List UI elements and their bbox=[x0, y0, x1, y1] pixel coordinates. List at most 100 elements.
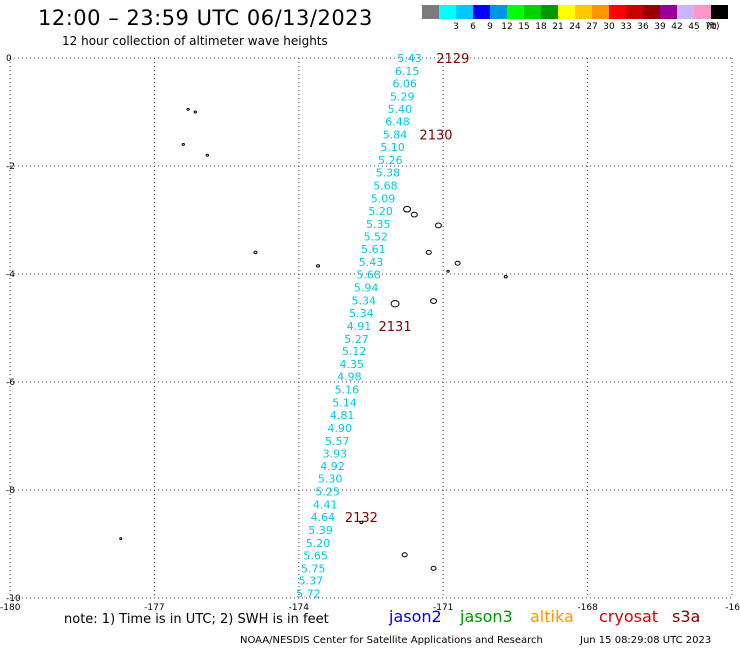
color-swatch bbox=[524, 5, 541, 19]
island-outline bbox=[403, 205, 412, 213]
swh-reading: 4.90 bbox=[327, 422, 352, 435]
swh-reading: 5.57 bbox=[325, 435, 350, 448]
page-subtitle: 12 hour collection of altimeter wave hei… bbox=[62, 34, 328, 48]
swh-reading: 5.40 bbox=[388, 103, 413, 116]
swh-reading: 5.25 bbox=[315, 486, 340, 499]
color-swatch bbox=[677, 5, 694, 19]
y-tick-label: -4 bbox=[6, 270, 15, 280]
swh-reading: 5.72 bbox=[296, 588, 321, 601]
swh-reading: 5.35 bbox=[366, 218, 391, 231]
generated-timestamp: Jun 15 08:29:08 UTC 2023 bbox=[580, 635, 712, 646]
color-scale-label: 36 bbox=[637, 22, 649, 32]
y-tick-label: -2 bbox=[6, 162, 15, 172]
color-swatch bbox=[575, 5, 592, 19]
island-outline bbox=[205, 153, 210, 157]
swh-reading: 6.48 bbox=[385, 116, 410, 129]
island-outline bbox=[401, 552, 408, 558]
island-outlines bbox=[119, 107, 508, 571]
time-label: 2131 bbox=[379, 320, 412, 335]
swh-reading: 4.64 bbox=[311, 511, 336, 524]
swh-reading: 6.15 bbox=[395, 65, 420, 78]
island-outline bbox=[410, 211, 418, 218]
island-outline bbox=[193, 110, 198, 114]
color-swatch bbox=[422, 5, 439, 19]
color-scale-label: 12 bbox=[501, 22, 513, 32]
island-outline bbox=[181, 142, 185, 146]
swh-reading: 5.34 bbox=[352, 294, 377, 307]
color-scale-label: 30 bbox=[603, 22, 615, 32]
color-scale-label: 24 bbox=[569, 22, 581, 32]
color-swatch bbox=[643, 5, 660, 19]
x-tick-label: -177 bbox=[144, 603, 164, 613]
swh-reading: 5.43 bbox=[397, 52, 422, 65]
x-tick-label: -180 bbox=[0, 603, 21, 613]
time-label: 2132 bbox=[345, 511, 378, 526]
color-scale-label: 27 bbox=[586, 22, 598, 32]
swh-reading: 4.98 bbox=[337, 371, 362, 384]
axis-tick-labels: 0 -2 -4 -6 -8 -10-180 -177 -174 -171 -168 -16 bbox=[0, 54, 740, 613]
y-tick-label: -8 bbox=[6, 486, 15, 496]
swh-reading: 4.41 bbox=[313, 499, 338, 512]
color-swatch bbox=[439, 5, 456, 19]
time-label: 2130 bbox=[419, 129, 452, 144]
y-tick-label: 0 bbox=[6, 54, 12, 64]
island-outline bbox=[316, 264, 321, 268]
y-tick-label: -10 bbox=[6, 594, 21, 604]
color-scale-label: 45 bbox=[688, 22, 700, 32]
color-scale-label: 21 bbox=[552, 22, 564, 32]
swh-reading: 5.52 bbox=[364, 231, 389, 244]
island-outline bbox=[253, 250, 258, 255]
time-label: 2129 bbox=[436, 52, 469, 67]
swh-reading: 5.26 bbox=[378, 154, 403, 167]
color-swatch bbox=[694, 5, 711, 19]
island-outline bbox=[119, 537, 123, 540]
source-credit: NOAA/NESDIS Center for Satellite Applica… bbox=[240, 635, 543, 646]
swh-reading: 5.29 bbox=[390, 90, 415, 103]
island-outline bbox=[503, 275, 508, 279]
x-tick-label: -16 bbox=[725, 603, 740, 613]
swh-reading: 5.09 bbox=[371, 192, 396, 205]
y-tick-label: -6 bbox=[6, 378, 15, 388]
color-swatch bbox=[507, 5, 524, 19]
swh-reading: 4.81 bbox=[330, 409, 355, 422]
swh-reading: 5.61 bbox=[361, 243, 386, 256]
swh-reading: 5.30 bbox=[318, 473, 343, 486]
island-outline bbox=[186, 107, 190, 111]
color-swatch bbox=[711, 5, 728, 19]
color-swatch bbox=[660, 5, 677, 19]
altimeter-track: 5.436.156.065.295.406.485.845.105.265.38… bbox=[296, 52, 422, 601]
swh-reading: 5.37 bbox=[299, 575, 324, 588]
x-tick-label: -171 bbox=[433, 603, 453, 613]
x-tick-label: -174 bbox=[289, 603, 310, 613]
x-tick-label: -168 bbox=[577, 603, 598, 613]
page-title: 12:00 – 23:59 UTC 06/13/2023 bbox=[38, 6, 373, 30]
color-scale-label: 6 bbox=[470, 22, 476, 32]
time-labels: 2129 2130 2131 2132 bbox=[345, 52, 470, 526]
color-scale-unit: (ft) bbox=[706, 22, 720, 32]
island-outline bbox=[434, 222, 442, 229]
swh-reading: 5.68 bbox=[373, 179, 398, 192]
swh-reading: 5.12 bbox=[342, 345, 367, 358]
island-outline bbox=[446, 269, 450, 273]
satellite-legend-item: jason3 bbox=[460, 607, 513, 626]
satellite-legend-item: cryosat bbox=[599, 607, 659, 626]
island-outline bbox=[425, 249, 432, 255]
color-swatch bbox=[541, 5, 558, 19]
satellite-legend-item: altika bbox=[530, 607, 574, 626]
map-grid bbox=[9, 57, 733, 599]
color-swatch bbox=[558, 5, 575, 19]
swh-reading: 4.92 bbox=[320, 460, 345, 473]
color-swatch bbox=[456, 5, 473, 19]
swh-reading: 5.68 bbox=[356, 269, 381, 282]
swh-reading: 5.38 bbox=[376, 166, 401, 179]
color-swatch bbox=[592, 5, 609, 19]
island-outline bbox=[430, 565, 437, 571]
color-scale-label: 42 bbox=[671, 22, 683, 32]
satellite-legend-item: s3a bbox=[672, 607, 701, 626]
color-scale-label: 3 bbox=[453, 22, 459, 32]
swh-reading: 3.93 bbox=[323, 447, 348, 460]
color-swatch bbox=[473, 5, 490, 19]
swh-reading: 5.39 bbox=[308, 524, 333, 537]
swh-reading: 5.94 bbox=[354, 282, 379, 295]
